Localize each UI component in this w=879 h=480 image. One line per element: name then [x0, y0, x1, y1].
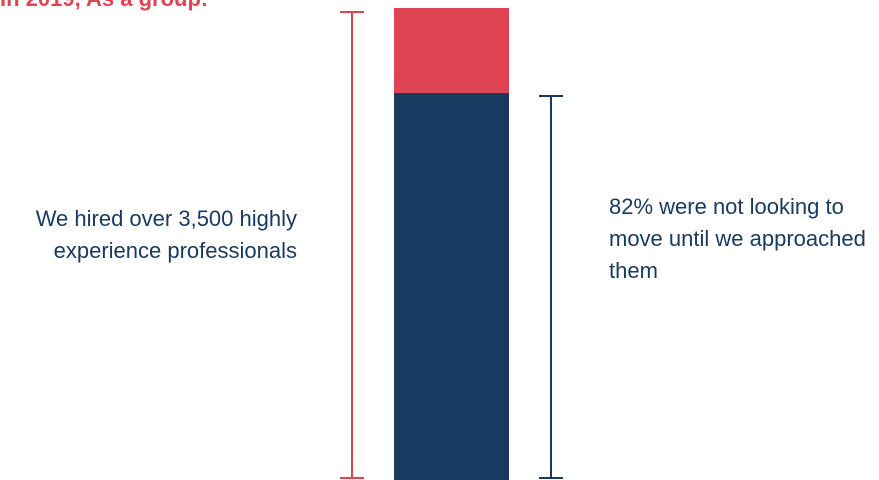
- total-hired-label: We hired over 3,500 highly experience pr…: [35, 206, 297, 263]
- total-bracket: [340, 11, 364, 479]
- bar-segment-not-looking: [394, 92, 509, 480]
- not-looking-label: 82% were not looking to move until we ap…: [609, 194, 866, 283]
- bracket-group: [340, 11, 563, 479]
- bar-segment-other: [394, 8, 509, 93]
- not-looking-bracket: [539, 94, 563, 479]
- headline: In 2019, As a group:: [0, 0, 208, 12]
- bar-group: [394, 8, 509, 480]
